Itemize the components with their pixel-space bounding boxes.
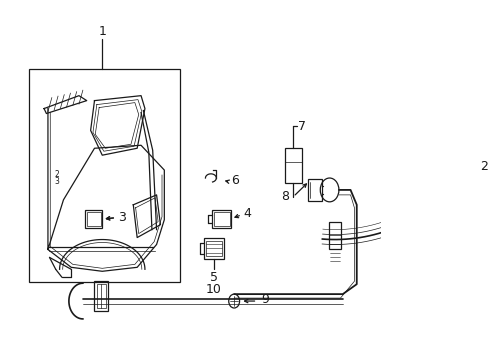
Text: 10: 10 [205, 283, 222, 296]
Bar [206, 240, 221, 256]
Text: 9: 9 [261, 293, 268, 306]
Text: 4: 4 [243, 207, 251, 220]
Bar [328, 222, 341, 249]
Bar [94, 281, 108, 311]
Bar [86, 212, 101, 226]
Bar [212, 210, 231, 228]
Text: 1: 1 [98, 24, 106, 38]
Text: 6: 6 [230, 175, 238, 188]
Text: 8: 8 [281, 190, 289, 203]
Text: 3: 3 [55, 177, 60, 186]
Text: 3: 3 [118, 211, 125, 224]
Text: 5: 5 [209, 271, 218, 284]
Text: 2: 2 [479, 160, 487, 173]
Bar [97, 284, 106, 308]
Bar [284, 148, 301, 183]
Bar [214, 212, 229, 226]
Bar [85, 210, 102, 228]
Bar [28, 69, 180, 282]
Bar [307, 179, 321, 201]
Text: 2: 2 [55, 170, 60, 179]
Text: 7: 7 [298, 120, 306, 133]
Bar [203, 238, 224, 260]
